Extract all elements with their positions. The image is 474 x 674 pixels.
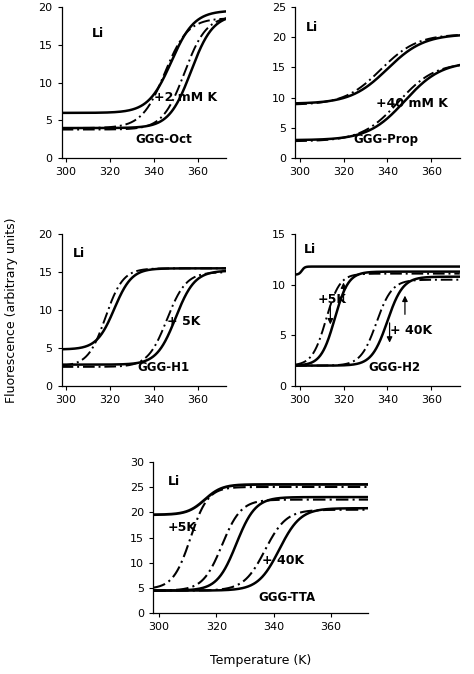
Text: GGG-H2: GGG-H2 xyxy=(368,361,420,373)
Text: GGG-TTA: GGG-TTA xyxy=(258,591,315,605)
Text: GGG-H1: GGG-H1 xyxy=(137,361,190,373)
Text: Li: Li xyxy=(73,247,85,259)
Text: Li: Li xyxy=(167,475,180,489)
Text: +5K: +5K xyxy=(317,293,346,307)
Text: + 40K: + 40K xyxy=(262,554,304,567)
Text: Temperature (K): Temperature (K) xyxy=(210,654,311,667)
Text: +40 mM K: +40 mM K xyxy=(376,97,448,111)
Text: + 40K: + 40K xyxy=(390,324,432,337)
Text: GGG-Prop: GGG-Prop xyxy=(353,133,418,146)
Text: Fluorescence (arbitrary units): Fluorescence (arbitrary units) xyxy=(5,217,18,403)
Text: Li: Li xyxy=(92,27,104,40)
Text: Li: Li xyxy=(304,243,316,256)
Text: +5K: +5K xyxy=(167,521,197,534)
Text: +2 mM K: +2 mM K xyxy=(154,91,217,104)
Text: + 5K: + 5K xyxy=(167,315,201,328)
Text: GGG-Oct: GGG-Oct xyxy=(135,133,192,146)
Text: Li: Li xyxy=(306,22,319,34)
